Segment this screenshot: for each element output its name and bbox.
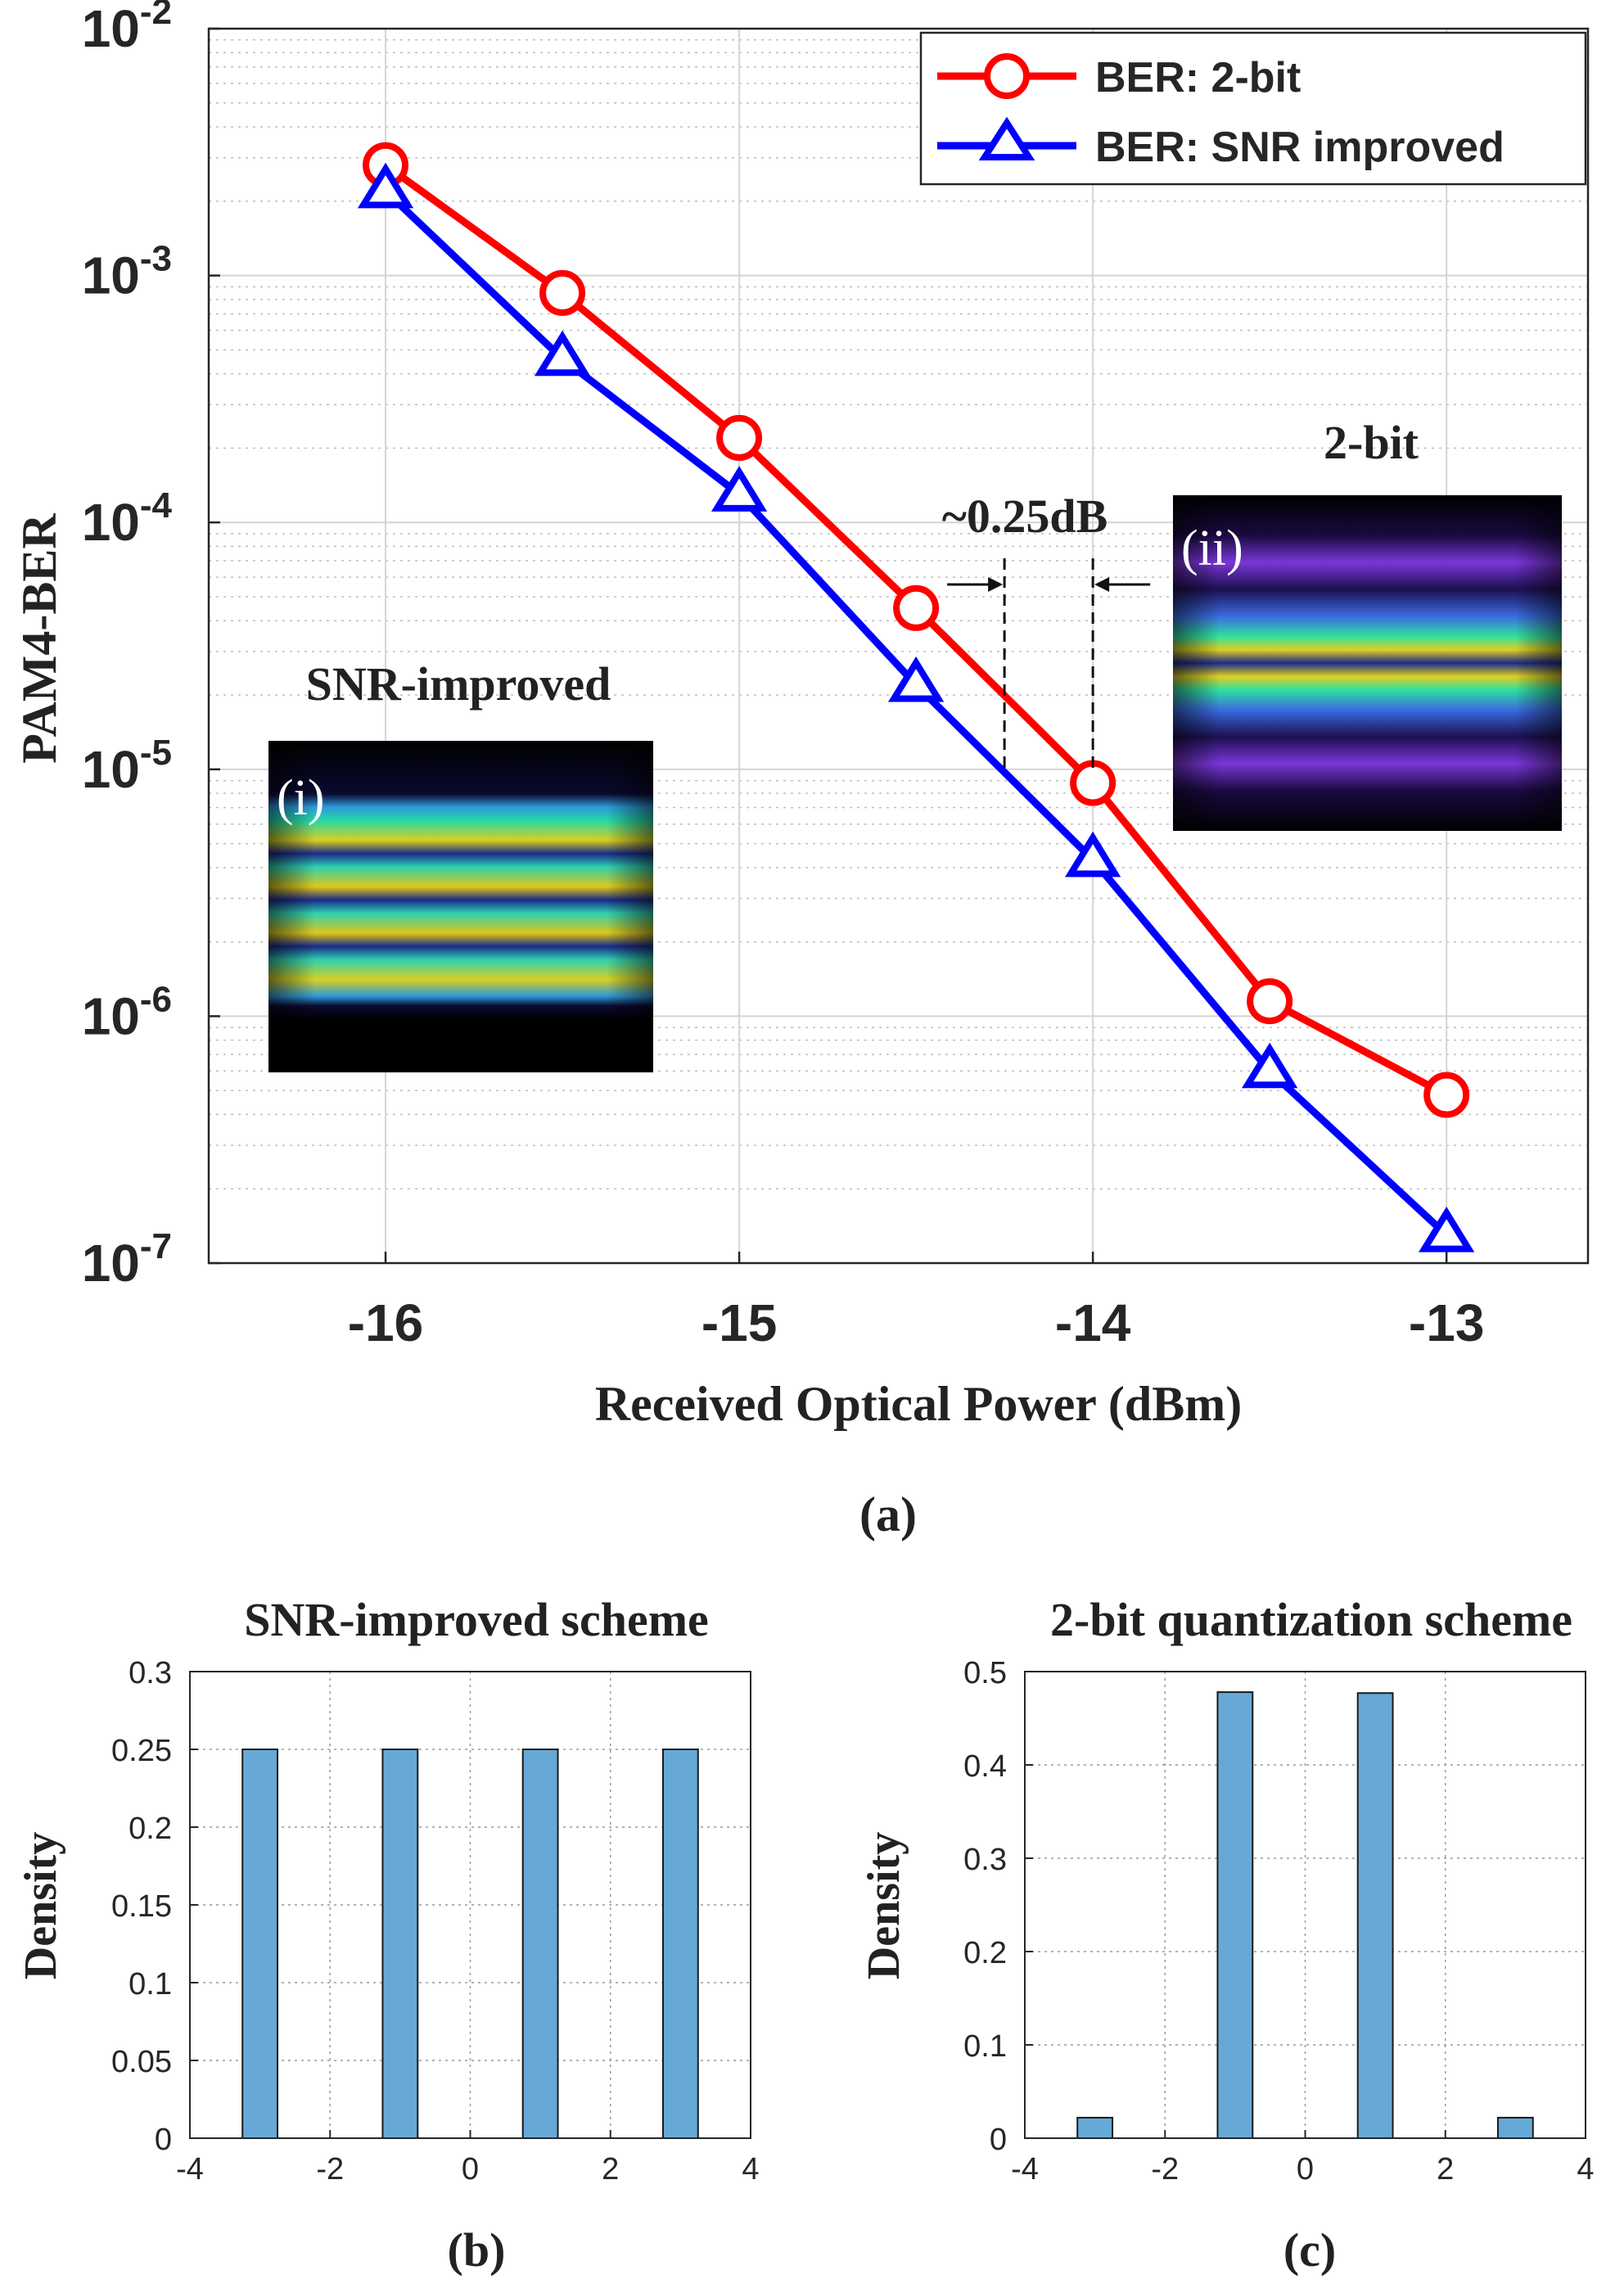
histogram-2bit-panel: 2-bit quantization scheme 00.10.20.30.40…	[859, 1593, 1595, 2277]
ber-panel: 10-7 10-6 10-5 10-4 10-3 10-2 -16 -15 -14 -13 SN…	[12, 0, 1590, 1541]
y-tick-label: 0	[990, 2123, 1007, 2157]
x-tick-label: -2	[316, 2152, 344, 2186]
y-tick-label: 0.5	[963, 1656, 1007, 1690]
data-point-2bit	[893, 584, 940, 631]
histogram-bar	[521, 1749, 559, 2139]
data-point-2bit	[1070, 760, 1116, 806]
ber-y-axis-title: PAM4-BER	[12, 513, 66, 764]
eye-diagram-i-edge-shade	[268, 741, 653, 1072]
legend-label-2bit: BER: 2-bit	[1095, 54, 1301, 102]
y-tick-label: 10-4	[82, 485, 173, 552]
panel-c-plot-area	[1025, 1672, 1586, 2138]
inset-ii-title: 2-bit	[1324, 416, 1419, 469]
eye-diagram-inset-i: SNR-improved (i)	[268, 657, 653, 1072]
histogram-bar	[661, 1749, 699, 2139]
panel-b-label: (b)	[448, 2223, 506, 2277]
data-point-snr-improved	[710, 466, 768, 512]
x-tick-label: -16	[348, 1293, 424, 1352]
panel-c-title: 2-bit quantization scheme	[1050, 1593, 1572, 1646]
data-point-2bit	[539, 269, 586, 316]
y-tick-label: 0.15	[111, 1889, 172, 1924]
y-tick-label: 10-2	[82, 0, 172, 58]
ber-x-axis: -16 -15 -14 -13	[348, 1252, 1485, 1352]
data-point-snr-improved	[534, 330, 591, 377]
x-tick-label: 0	[462, 2152, 479, 2186]
histogram-snr-panel: SNR-improved scheme 00.050.10.150.20.250…	[16, 1593, 760, 2277]
inset-i-tag: (i)	[277, 770, 325, 826]
panel-b-y-axis-title: Density	[16, 1832, 66, 1979]
panel-c-y-axis-title: Density	[859, 1832, 909, 1979]
y-tick-label: 0.3	[963, 1843, 1007, 1877]
y-tick-label: 0.25	[111, 1734, 172, 1768]
data-point-snr-improved	[1419, 1206, 1475, 1252]
y-tick-label: 0.3	[129, 1656, 172, 1690]
y-tick-label: 0.4	[963, 1749, 1007, 1784]
data-point-snr-improved	[1242, 1042, 1298, 1089]
data-point-snr-improved	[357, 162, 414, 209]
data-point-snr-improved	[1064, 831, 1121, 878]
ber-legend: BER: 2-bit BER: SNR improved	[919, 31, 1587, 186]
panel-b-x-axis: -4 -2 0 2 4	[176, 2130, 760, 2186]
inset-i-title: SNR-improved	[306, 657, 611, 711]
x-tick-label: -13	[1409, 1293, 1485, 1352]
panel-b-title: SNR-improved scheme	[244, 1593, 709, 1646]
data-point-2bit	[716, 414, 763, 461]
gap-arrow-right-head	[1094, 577, 1110, 592]
y-tick-label: 0	[155, 2123, 172, 2157]
x-tick-label: -15	[701, 1293, 778, 1352]
inset-ii-tag: (ii)	[1181, 521, 1243, 576]
data-point-2bit	[1423, 1072, 1470, 1118]
panel-b-y-axis: 0 0.05 0.1 0.15 0.2 0.25 0.3	[111, 1656, 198, 2157]
x-tick-label: 0	[1297, 2152, 1314, 2186]
y-tick-label: 10-5	[82, 733, 172, 799]
histogram-bar	[1076, 2116, 1114, 2139]
panel-b-bars	[241, 1749, 699, 2139]
panel-c-bars	[1076, 1691, 1534, 2140]
legend-marker-snr	[978, 116, 1035, 160]
histogram-bar	[1356, 1692, 1394, 2139]
panel-c-y-axis: 0 0.1 0.2 0.3 0.4 0.5	[963, 1656, 1033, 2157]
ber-x-axis-title: Received Optical Power (dBm)	[595, 1377, 1242, 1431]
gap-annotation: ~0.25dB	[942, 490, 1151, 768]
histogram-bar	[381, 1749, 419, 2139]
histogram-bar	[241, 1749, 279, 2139]
ber-plot-frame	[207, 27, 1590, 1265]
x-tick-label: 4	[742, 2152, 759, 2186]
legend-marker-2bit	[984, 53, 1030, 99]
x-tick-label: 4	[1577, 2152, 1594, 2186]
x-tick-label: -2	[1151, 2152, 1179, 2186]
panel-c-label: (c)	[1283, 2223, 1336, 2277]
gap-label: ~0.25dB	[942, 490, 1108, 543]
y-tick-label: 10-7	[82, 1226, 172, 1293]
legend-label-snr: BER: SNR improved	[1095, 124, 1504, 171]
data-point-2bit	[1247, 978, 1293, 1025]
x-tick-label: -4	[176, 2152, 204, 2186]
data-point-snr-improved	[887, 656, 945, 702]
y-tick-label: 10-6	[82, 979, 172, 1045]
histogram-bar	[1496, 2116, 1534, 2139]
y-tick-label: 0.1	[129, 1967, 172, 2001]
y-tick-label: 10-3	[82, 239, 172, 305]
y-tick-label: 0.2	[963, 1936, 1007, 1970]
eye-diagram-ii-edge-shade	[1173, 495, 1562, 831]
ber-series	[357, 142, 1475, 1252]
x-tick-label: 2	[602, 2152, 619, 2186]
panel-a-label: (a)	[859, 1487, 917, 1541]
x-tick-label: 2	[1437, 2152, 1454, 2186]
histogram-bar	[1216, 1691, 1254, 2140]
y-tick-label: 0.05	[111, 2045, 172, 2079]
x-tick-label: -14	[1055, 1293, 1131, 1352]
panel-c-x-axis: -4 -2 0 2 4	[1011, 2130, 1595, 2186]
ber-y-axis: 10-7 10-6 10-5 10-4 10-3 10-2	[82, 0, 220, 1293]
y-tick-label: 0.1	[963, 2029, 1007, 2064]
eye-diagram-inset-ii: 2-bit (ii)	[1173, 416, 1562, 831]
y-tick-label: 0.2	[129, 1812, 172, 1846]
gap-arrow-left-head	[988, 577, 1004, 592]
x-tick-label: -4	[1011, 2152, 1039, 2186]
